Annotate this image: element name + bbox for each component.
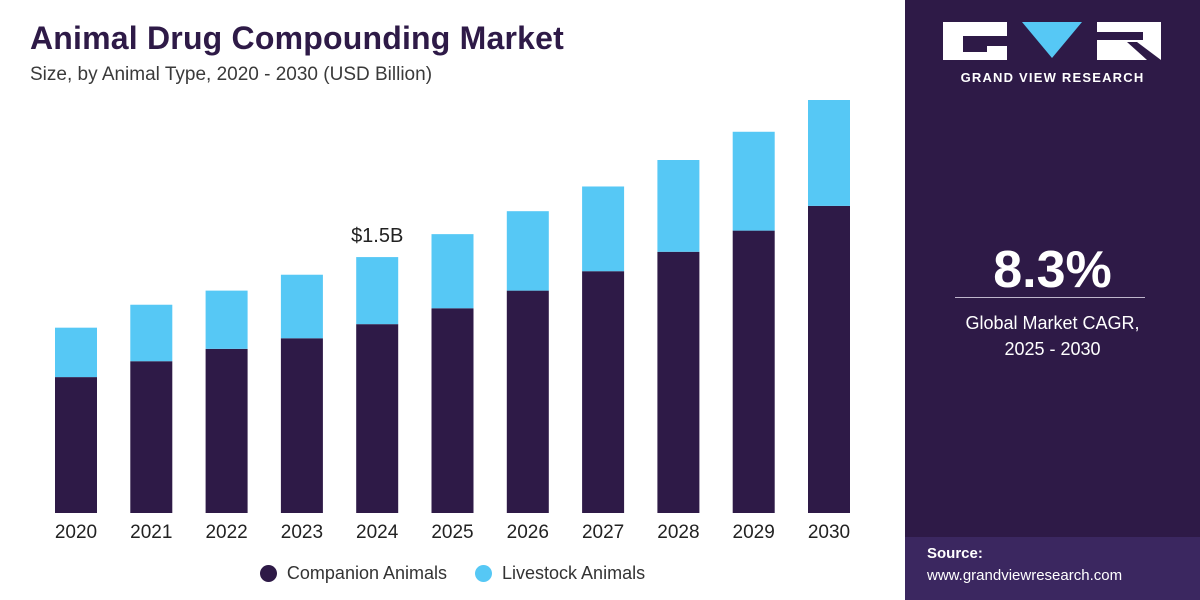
x-tick-2022: 2022 — [205, 522, 247, 543]
cagr-value: 8.3% — [993, 241, 1112, 299]
source-url[interactable]: www.grandviewresearch.com — [927, 567, 1123, 584]
data-labels: $1.5B — [351, 225, 403, 247]
bar-companion-2027 — [582, 271, 625, 513]
x-tick-2026: 2026 — [507, 522, 549, 543]
legend-item-livestock: Livestock Animals — [475, 563, 645, 584]
source-title: Source: — [927, 545, 983, 562]
bar-companion-2020 — [55, 377, 97, 513]
bar-companion-2025 — [431, 308, 474, 513]
x-tick-2029: 2029 — [733, 522, 775, 543]
bar-companion-2024 — [356, 324, 399, 513]
cagr-divider — [955, 297, 1145, 298]
bar-companion-2030 — [808, 205, 850, 513]
bar-livestock-2027 — [582, 186, 625, 272]
source-box — [905, 537, 1200, 600]
bar-livestock-2029 — [732, 131, 775, 231]
stacked-bar-chart: 2020 2021 2022 2023 2024 2025 2026 2027 2028 2029… — [55, 100, 850, 543]
sidebar-panel: GRAND VIEW RESEARCH 8.3% Global Market C… — [905, 0, 1200, 600]
bar-livestock-2026 — [506, 211, 549, 291]
bar-companion-2023 — [280, 338, 323, 513]
x-tick-2028: 2028 — [657, 522, 699, 543]
chart-subtitle: Size, by Animal Type, 2020 - 2030 (USD B… — [30, 64, 433, 85]
bar-companion-2026 — [506, 290, 549, 513]
legend: Companion Animals Livestock Animals — [0, 563, 905, 584]
bar-livestock-2028 — [657, 160, 700, 252]
x-tick-labels: 2020 2021 2022 2023 2024 2025 2026 2027 2028 2029… — [55, 522, 850, 543]
cagr-label: Global Market CAGR, — [965, 313, 1140, 333]
brand-name: GRAND VIEW RESEARCH — [960, 70, 1145, 85]
bar-livestock-2024 — [356, 257, 399, 325]
x-tick-2027: 2027 — [582, 522, 624, 543]
x-tick-2021: 2021 — [130, 522, 172, 543]
data-label-2024: $1.5B — [351, 225, 403, 247]
bar-livestock-2030 — [808, 100, 850, 206]
cagr-period: 2025 - 2030 — [1004, 339, 1101, 359]
bars-group — [55, 100, 850, 514]
bar-companion-2021 — [130, 361, 173, 513]
chart-area: Animal Drug Compounding Market Size, by … — [0, 20, 905, 584]
x-tick-2025: 2025 — [431, 522, 473, 543]
bar-companion-2029 — [732, 230, 775, 513]
bar-companion-2022 — [205, 348, 248, 513]
chart-title: Animal Drug Compounding Market — [30, 20, 564, 56]
legend-label-companion: Companion Animals — [286, 563, 448, 583]
gvr-logo-icon — [943, 22, 1161, 60]
x-tick-2024: 2024 — [356, 522, 399, 543]
bar-livestock-2021 — [130, 304, 173, 362]
legend-swatch-companion — [259, 565, 277, 582]
x-tick-2023: 2023 — [281, 522, 323, 543]
legend-label-livestock: Livestock Animals — [502, 563, 646, 583]
bar-companion-2028 — [657, 251, 700, 514]
x-tick-2030: 2030 — [808, 522, 850, 543]
bar-livestock-2022 — [205, 290, 248, 349]
x-tick-2020: 2020 — [55, 522, 97, 543]
bar-livestock-2023 — [280, 274, 323, 339]
bar-livestock-2020 — [55, 327, 97, 378]
bar-livestock-2025 — [431, 234, 474, 309]
legend-swatch-livestock — [475, 565, 493, 582]
legend-item-companion: Companion Animals — [259, 563, 448, 584]
